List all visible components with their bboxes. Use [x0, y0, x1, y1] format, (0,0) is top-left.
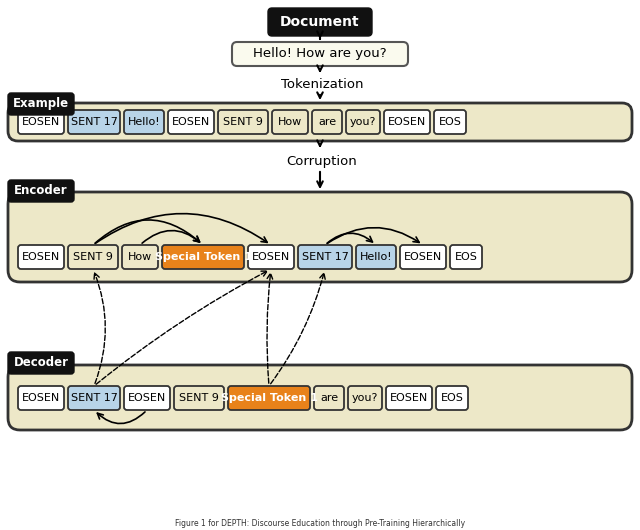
Text: SENT 17: SENT 17	[70, 393, 117, 403]
FancyBboxPatch shape	[8, 192, 632, 282]
Text: Hello! How are you?: Hello! How are you?	[253, 48, 387, 60]
Text: you?: you?	[350, 117, 376, 127]
FancyBboxPatch shape	[272, 110, 308, 134]
Text: Special Token 1: Special Token 1	[221, 393, 317, 403]
Text: EOSEN: EOSEN	[22, 393, 60, 403]
FancyBboxPatch shape	[450, 245, 482, 269]
FancyBboxPatch shape	[228, 386, 310, 410]
FancyBboxPatch shape	[68, 386, 120, 410]
FancyBboxPatch shape	[248, 245, 294, 269]
Text: SENT 9: SENT 9	[179, 393, 219, 403]
Text: EOSEN: EOSEN	[172, 117, 210, 127]
FancyBboxPatch shape	[314, 386, 344, 410]
FancyBboxPatch shape	[434, 110, 466, 134]
Text: Hello!: Hello!	[360, 252, 392, 262]
FancyBboxPatch shape	[124, 110, 164, 134]
FancyBboxPatch shape	[18, 245, 64, 269]
Text: EOSEN: EOSEN	[390, 393, 428, 403]
Text: you?: you?	[352, 393, 378, 403]
Text: EOSEN: EOSEN	[128, 393, 166, 403]
FancyBboxPatch shape	[18, 110, 64, 134]
FancyBboxPatch shape	[8, 103, 632, 141]
Text: EOS: EOS	[438, 117, 461, 127]
Text: EOSEN: EOSEN	[388, 117, 426, 127]
Text: Decoder: Decoder	[13, 357, 68, 369]
FancyBboxPatch shape	[436, 386, 468, 410]
Text: are: are	[318, 117, 336, 127]
Text: SENT 9: SENT 9	[223, 117, 263, 127]
FancyBboxPatch shape	[356, 245, 396, 269]
Text: EOSEN: EOSEN	[22, 117, 60, 127]
Text: SENT 9: SENT 9	[73, 252, 113, 262]
Text: Example: Example	[13, 98, 69, 110]
Text: Corruption: Corruption	[287, 155, 357, 167]
FancyBboxPatch shape	[400, 245, 446, 269]
Text: EOSEN: EOSEN	[252, 252, 290, 262]
FancyBboxPatch shape	[268, 8, 372, 36]
FancyBboxPatch shape	[346, 110, 380, 134]
Text: Hello!: Hello!	[128, 117, 160, 127]
FancyBboxPatch shape	[8, 352, 74, 374]
FancyBboxPatch shape	[162, 245, 244, 269]
FancyBboxPatch shape	[312, 110, 342, 134]
FancyBboxPatch shape	[348, 386, 382, 410]
FancyBboxPatch shape	[384, 110, 430, 134]
Text: EOS: EOS	[440, 393, 463, 403]
Text: EOS: EOS	[454, 252, 477, 262]
Text: Document: Document	[280, 15, 360, 29]
Text: EOSEN: EOSEN	[22, 252, 60, 262]
Text: Figure 1 for DEPTH: Discourse Education through Pre-Training Hierarchically: Figure 1 for DEPTH: Discourse Education …	[175, 518, 465, 527]
FancyBboxPatch shape	[232, 42, 408, 66]
FancyBboxPatch shape	[18, 386, 64, 410]
Text: Encoder: Encoder	[14, 184, 68, 198]
FancyBboxPatch shape	[386, 386, 432, 410]
Text: EOSEN: EOSEN	[404, 252, 442, 262]
FancyBboxPatch shape	[174, 386, 224, 410]
Text: SENT 17: SENT 17	[70, 117, 117, 127]
FancyBboxPatch shape	[8, 365, 632, 430]
FancyBboxPatch shape	[8, 93, 74, 115]
FancyBboxPatch shape	[124, 386, 170, 410]
Text: are: are	[320, 393, 338, 403]
FancyBboxPatch shape	[218, 110, 268, 134]
FancyBboxPatch shape	[8, 180, 74, 202]
Text: Tokenization: Tokenization	[281, 78, 364, 92]
Text: Special Token 1: Special Token 1	[155, 252, 252, 262]
FancyBboxPatch shape	[68, 110, 120, 134]
FancyBboxPatch shape	[168, 110, 214, 134]
FancyBboxPatch shape	[122, 245, 158, 269]
Text: SENT 17: SENT 17	[301, 252, 348, 262]
Text: How: How	[128, 252, 152, 262]
Text: How: How	[278, 117, 302, 127]
FancyBboxPatch shape	[298, 245, 352, 269]
FancyBboxPatch shape	[68, 245, 118, 269]
